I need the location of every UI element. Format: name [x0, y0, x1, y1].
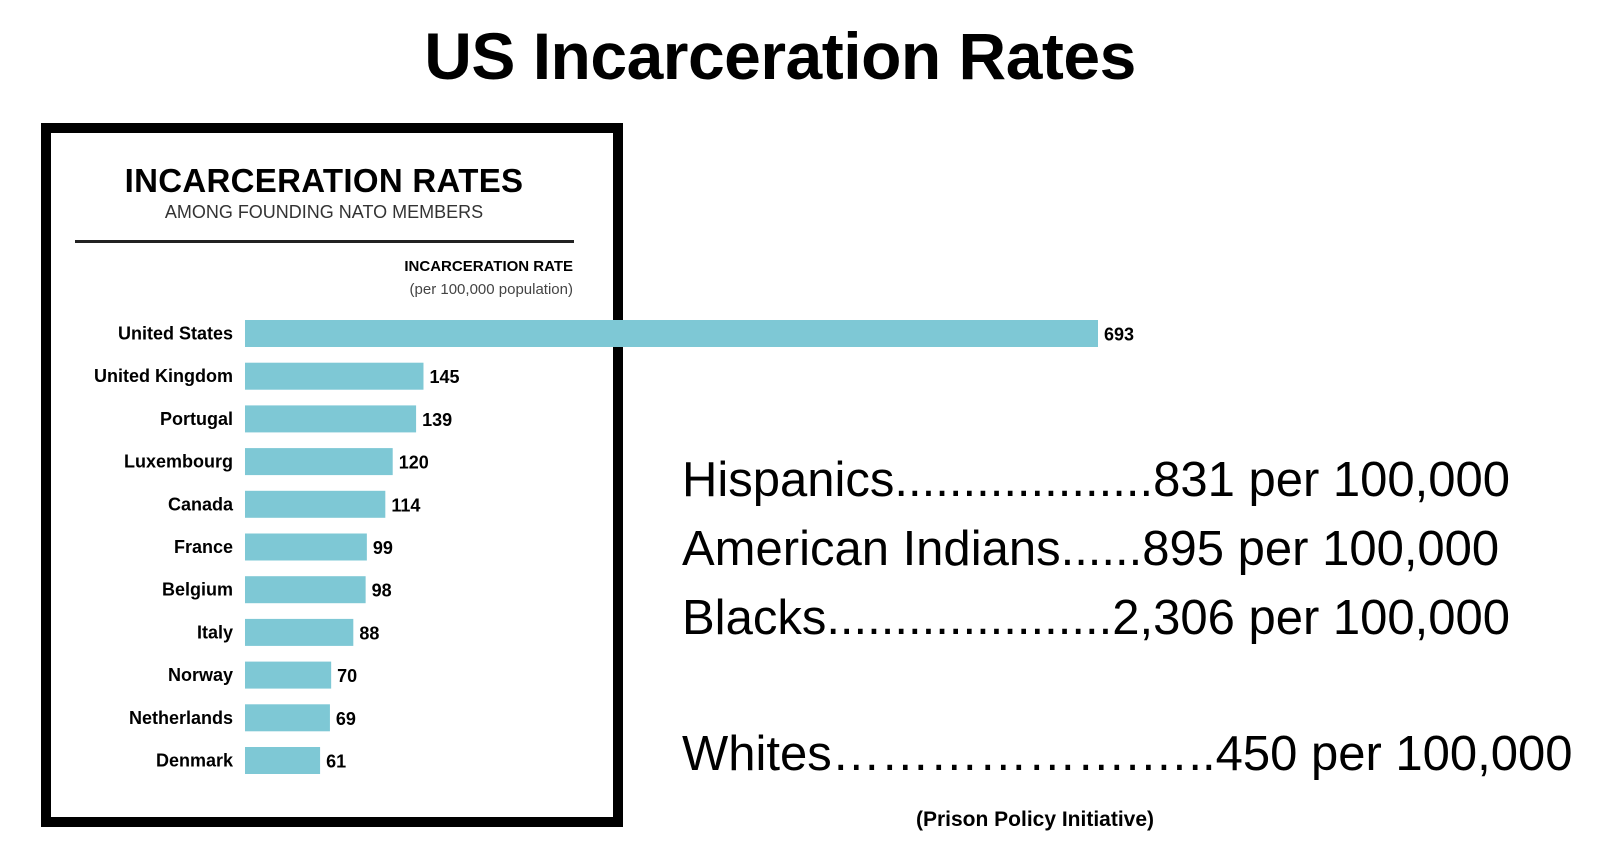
stat-blacks: Blacks.....................2,306 per 100… — [682, 591, 1510, 645]
category-label: Portugal — [160, 409, 233, 429]
category-label: United Kingdom — [94, 366, 233, 386]
stat-hispanics: Hispanics...................831 per 100,… — [682, 453, 1510, 507]
data-label: 693 — [1104, 325, 1134, 345]
bar — [245, 747, 321, 774]
bar — [245, 320, 1098, 347]
bar — [245, 405, 417, 433]
chart-frame — [41, 123, 623, 827]
axis-unit-label: (per 100,000 population) — [409, 281, 573, 298]
bar — [245, 448, 393, 476]
category-label: Denmark — [156, 751, 234, 771]
data-label: 120 — [399, 453, 429, 473]
chart-divider — [75, 240, 574, 243]
data-label: 145 — [429, 367, 459, 387]
category-label: Norway — [168, 665, 233, 685]
bar — [245, 533, 367, 561]
category-label: Belgium — [162, 580, 233, 600]
data-label: 88 — [359, 623, 379, 643]
data-label: 139 — [422, 410, 452, 430]
category-label: United States — [118, 324, 233, 344]
bar — [245, 618, 354, 646]
chart-title: INCARCERATION RATES — [124, 162, 524, 199]
bar — [245, 576, 366, 604]
chart-subtitle: AMONG FOUNDING NATO MEMBERS — [164, 202, 484, 222]
data-label: 99 — [373, 538, 393, 558]
data-label: 69 — [336, 709, 356, 729]
data-label: 98 — [372, 581, 392, 601]
category-label: Italy — [197, 622, 233, 642]
category-label: Luxembourg — [124, 452, 233, 472]
category-label: Canada — [168, 494, 234, 514]
stat-whites: Whites……………….…..450 per 100,000 — [682, 727, 1573, 781]
bar — [245, 490, 386, 518]
bar — [245, 362, 424, 390]
bar — [245, 661, 332, 689]
data-label: 61 — [326, 752, 346, 772]
category-label: France — [174, 537, 233, 557]
source-citation: (Prison Policy Initiative) — [915, 808, 1155, 831]
axis-label: INCARCERATION RATE — [404, 258, 573, 275]
bar — [245, 704, 330, 732]
data-label: 114 — [391, 495, 420, 515]
slide-title: US Incarceration Rates — [424, 19, 1136, 93]
stat-american-indians: American Indians......895 per 100,000 — [682, 522, 1500, 576]
category-label: Netherlands — [129, 708, 233, 728]
data-label: 70 — [337, 666, 357, 686]
